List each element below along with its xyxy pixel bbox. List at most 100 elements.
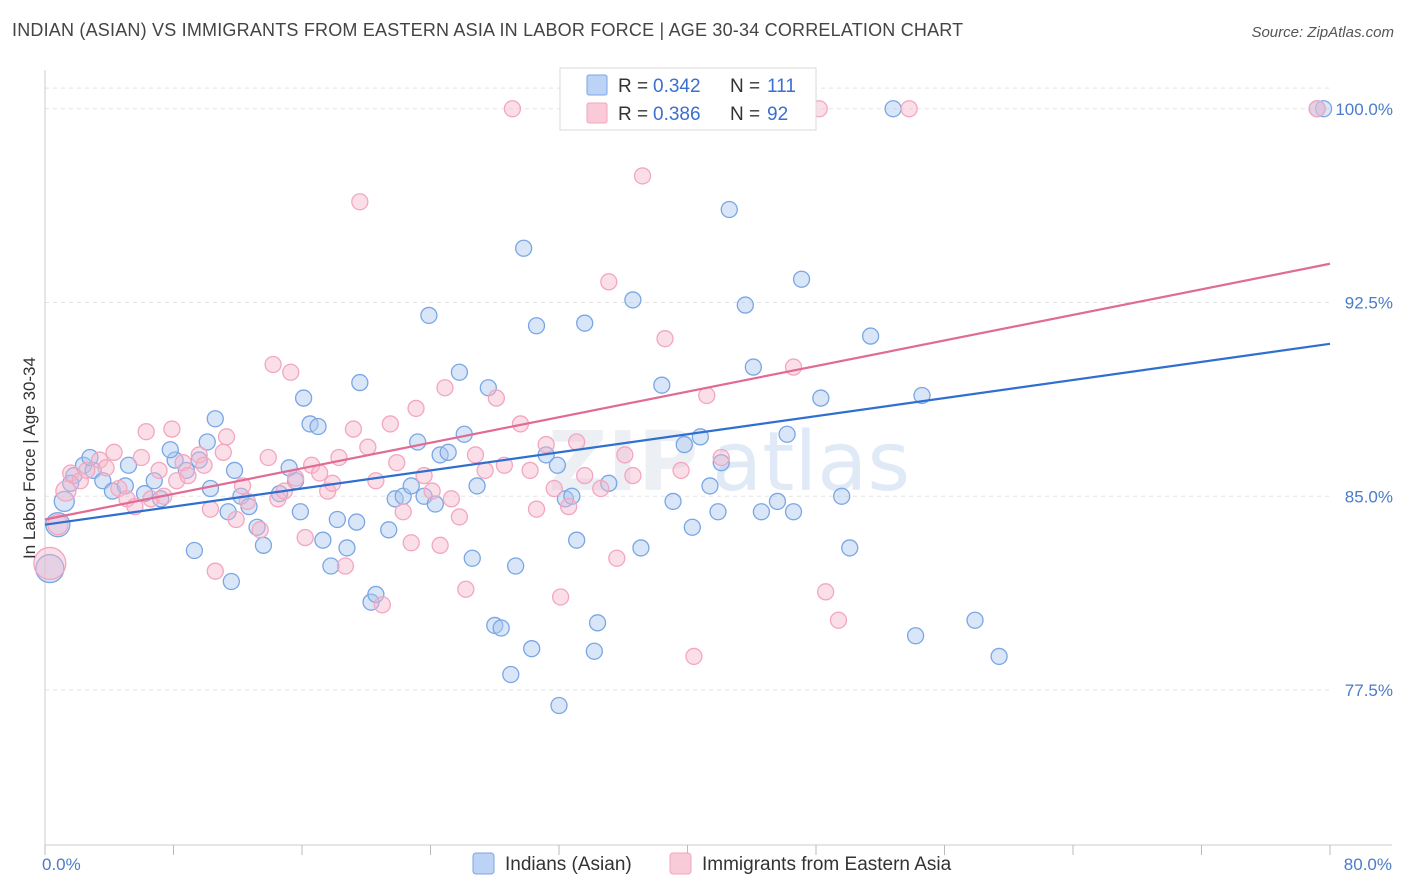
indians-asian-point-24 [185, 541, 204, 560]
indians-asian-point-0 [35, 553, 65, 584]
immigrants-eastern-asia-point-26 [217, 428, 236, 446]
immigrants-eastern-asia-point-39 [311, 464, 329, 482]
legend-swatch-indians-asian [472, 852, 495, 875]
source-credit: Source: ZipAtlas.com [1251, 24, 1394, 41]
immigrants-eastern-asia-point-2 [55, 480, 77, 502]
indians-asian-point-42 [351, 373, 369, 392]
indians-asian-point-74 [588, 614, 607, 632]
indians-asian-point-23 [225, 461, 244, 480]
immigrants-eastern-asia-point-5 [78, 461, 96, 480]
series-immigrants-eastern-asia-points [33, 100, 1326, 666]
immigrants-eastern-asia-point-0 [33, 546, 67, 581]
indians-asian-point-94 [792, 270, 811, 288]
immigrants-eastern-asia-point-71 [551, 588, 570, 606]
indians-asian-point-81 [675, 435, 693, 454]
immigrants-eastern-asia-point-53 [407, 399, 425, 418]
indians-asian-point-95 [812, 389, 830, 407]
immigrants-eastern-asia-point-45 [351, 193, 369, 211]
indians-asian-point-75 [585, 642, 603, 660]
immigrants-eastern-asia-point-92 [1308, 100, 1326, 118]
indians-asian-point-48 [402, 477, 420, 495]
immigrants-eastern-asia-point-13 [137, 423, 155, 441]
indians-asian-point-90 [752, 503, 771, 521]
indians-asian-point-78 [632, 539, 650, 557]
y-tick-labels: 77.5% 85.0% 92.5% 100.0% [1335, 100, 1393, 700]
indians-asian-point-80 [664, 492, 682, 511]
immigrants-eastern-asia-point-36 [286, 469, 305, 487]
indians-asian-point-91 [768, 492, 787, 511]
indians-asian-point-85 [709, 503, 727, 521]
indians-asian-point-37 [314, 531, 332, 549]
indians-asian-point-33 [291, 503, 310, 521]
indians-asian-point-103 [990, 647, 1008, 666]
indians-asian-point-62 [502, 665, 520, 684]
immigrants-eastern-asia-point-91 [900, 100, 918, 118]
indians-asian-point-99 [884, 100, 902, 118]
immigrants-eastern-asia-point-84 [685, 647, 703, 666]
immigrants-eastern-asia-point-73 [568, 433, 586, 451]
immigrants-eastern-asia-point-59 [450, 508, 469, 526]
indians-asian-point-41 [347, 513, 366, 531]
immigrants-eastern-asia-point-46 [359, 438, 377, 456]
stats-legend-swatch-pink [586, 102, 608, 124]
immigrants-eastern-asia-point-17 [163, 420, 181, 438]
stats-legend-r-value-pink: 0.386 [653, 104, 701, 125]
immigrants-eastern-asia-point-67 [521, 461, 539, 480]
immigrants-eastern-asia-point-77 [608, 549, 626, 567]
immigrants-eastern-asia-point-89 [816, 583, 835, 601]
indians-asian-point-44 [367, 585, 385, 604]
immigrants-eastern-asia-point-7 [97, 459, 115, 477]
indians-asian-point-98 [861, 327, 880, 345]
chart-title: INDIAN (ASIAN) VS IMMIGRANTS FROM EASTER… [12, 20, 964, 40]
immigrants-eastern-asia-point-86 [712, 448, 730, 467]
indians-asian-point-84 [701, 477, 719, 495]
immigrants-eastern-asia-point-35 [282, 363, 300, 381]
indians-asian-point-100 [906, 627, 925, 645]
immigrants-eastern-asia-point-69 [537, 435, 555, 454]
immigrants-eastern-asia-point-49 [381, 415, 399, 433]
immigrants-eastern-asia-point-22 [195, 456, 213, 474]
immigrants-eastern-asia-point-15 [150, 461, 168, 480]
trend-lines [44, 262, 1331, 526]
indians-asian-point-79 [653, 376, 671, 394]
immigrants-eastern-asia-point-20 [179, 466, 197, 485]
immigrants-eastern-asia-point-37 [296, 528, 314, 547]
indians-asian-point-63 [506, 557, 525, 575]
immigrants-eastern-asia-point-57 [436, 379, 454, 397]
immigrants-eastern-asia-point-31 [259, 448, 277, 467]
indians-asian-point-13 [145, 472, 163, 490]
indians-asian-point-96 [833, 487, 851, 505]
indians-asian-point-86 [712, 454, 730, 472]
trend-line-immigrants-eastern-asia [44, 262, 1331, 521]
immigrants-eastern-asia-point-25 [214, 443, 232, 461]
indians-asian-point-61 [492, 619, 510, 637]
x-tick-label-min: 0.0% [42, 855, 81, 874]
immigrants-eastern-asia-point-18 [168, 472, 186, 490]
immigrants-eastern-asia-point-90 [829, 611, 848, 629]
immigrants-eastern-asia-point-80 [633, 167, 652, 185]
indians-asian-point-88 [736, 296, 754, 314]
immigrants-eastern-asia-point-47 [367, 472, 385, 490]
immigrants-eastern-asia-point-44 [344, 420, 363, 438]
series-legend: Indians (Asian) Immigrants from Eastern … [472, 852, 952, 875]
indians-asian-point-35 [309, 417, 327, 436]
indians-asian-point-28 [248, 518, 266, 536]
immigrants-eastern-asia-point-75 [592, 479, 610, 498]
immigrants-eastern-asia-point-70 [545, 479, 563, 498]
indians-asian-point-53 [439, 443, 457, 461]
immigrants-eastern-asia-point-65 [503, 100, 522, 118]
indians-asian-point-19 [198, 433, 216, 451]
indians-asian-point-54 [420, 306, 438, 325]
stats-legend-n-label-blue: N = [730, 76, 765, 97]
immigrants-eastern-asia-point-58 [442, 490, 461, 508]
y-tick-label-0: 77.5% [1345, 681, 1393, 700]
indians-asian-point-58 [468, 477, 486, 495]
indians-asian-point-51 [426, 495, 444, 513]
indians-asian-point-102 [966, 611, 984, 629]
indians-asian-point-39 [328, 510, 346, 529]
immigrants-eastern-asia-point-43 [336, 557, 355, 575]
indians-asian-point-70 [563, 487, 581, 505]
immigrants-eastern-asia-point-4 [71, 472, 89, 490]
immigrants-eastern-asia-point-76 [600, 273, 618, 291]
